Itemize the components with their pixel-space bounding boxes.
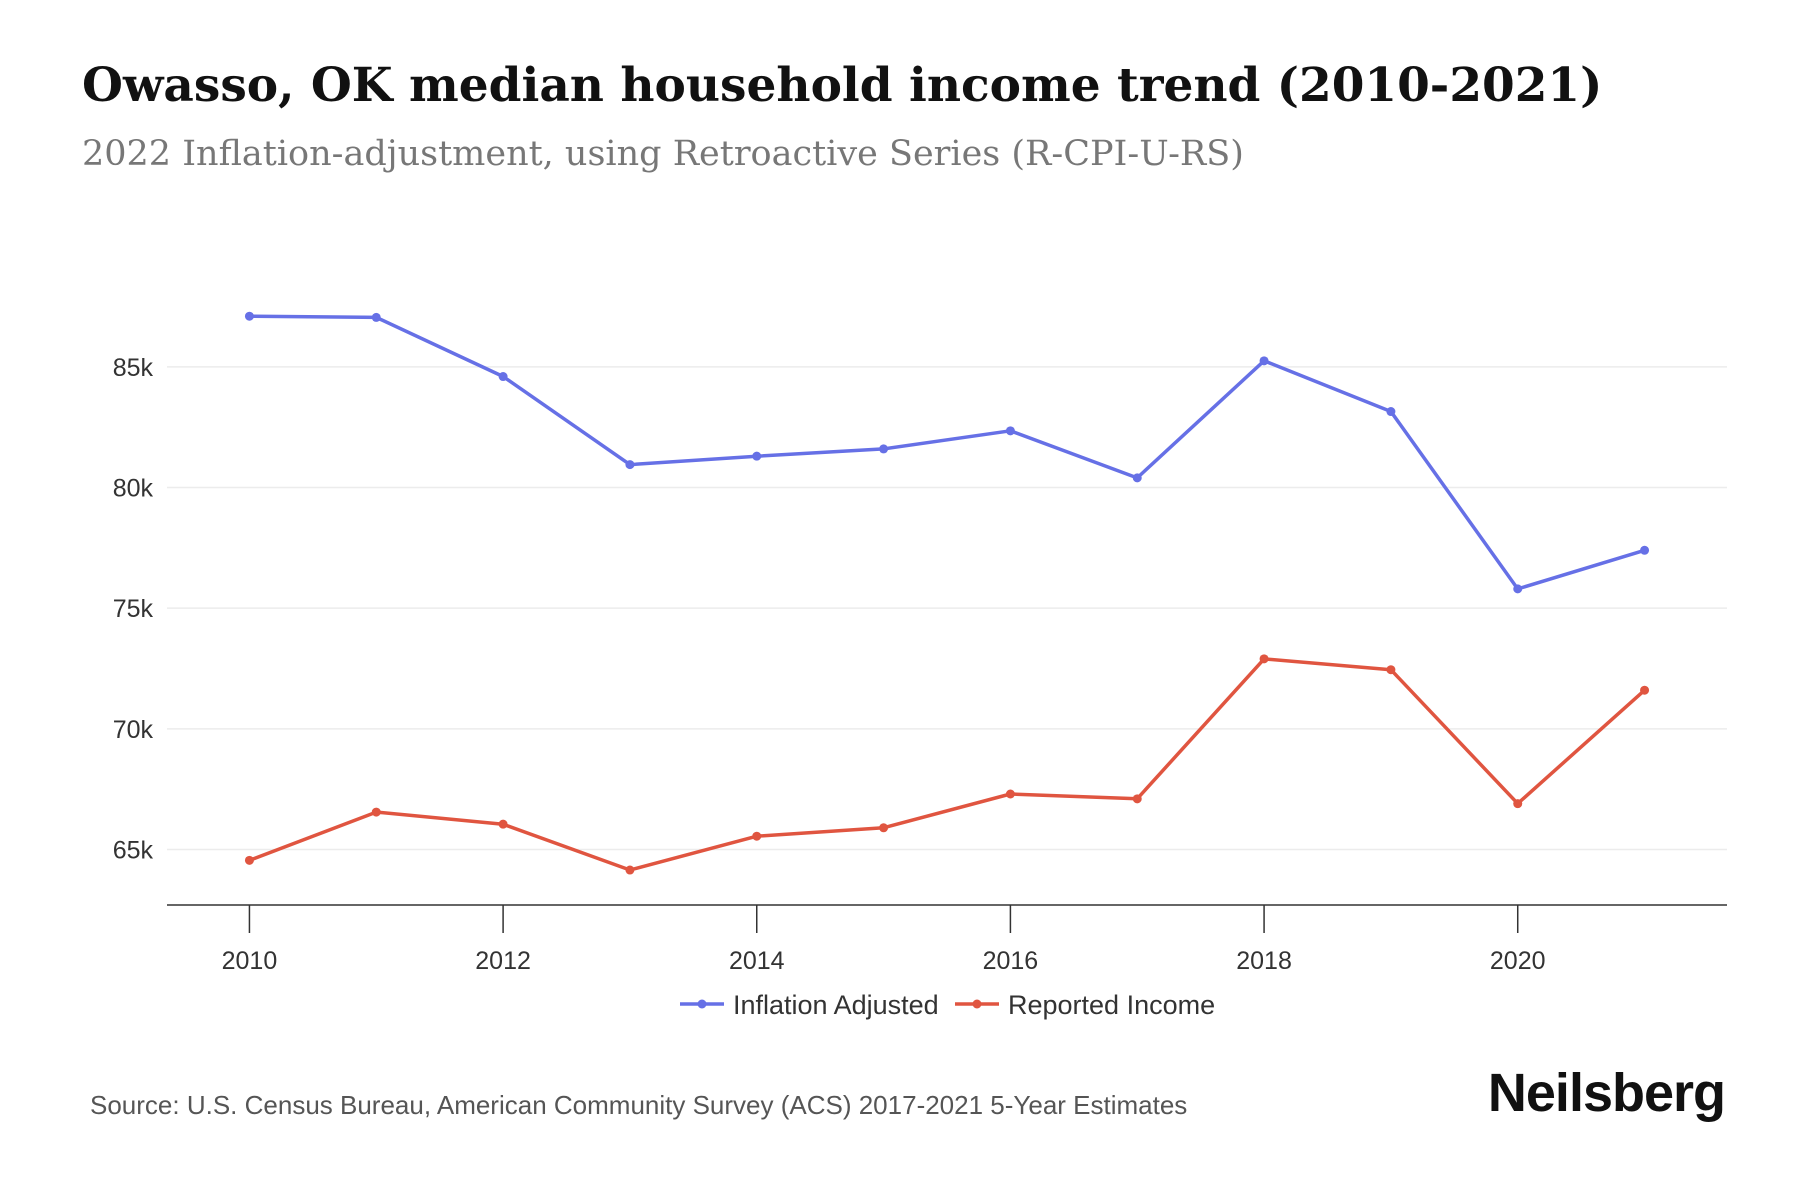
reported-income-point [1005,789,1015,799]
reported-income-point [498,819,508,829]
inflation-adjusted-point [625,460,635,470]
chart-subtitle: 2022 Inflation-adjustment, using Retroac… [82,134,1244,174]
reported-income-point [625,865,635,875]
inflation-adjusted-point [879,444,889,454]
legend-marker-reported-income [972,999,982,1009]
y-tick-label: 80k [113,475,154,503]
y-tick-label: 70k [113,716,154,744]
reported-income-point [1386,665,1396,675]
brand-logo: Neilsberg [1487,1063,1726,1123]
reported-income-point [244,855,254,865]
inflation-adjusted-point [752,451,762,461]
x-tick-label: 2016 [983,947,1039,975]
reported-income-point [879,823,889,833]
reported-income-point [1513,799,1523,809]
x-tick-label: 2012 [475,947,531,975]
inflation-adjusted-point [244,311,254,321]
y-tick-label: 75k [113,595,154,623]
reported-income-point [1640,685,1650,695]
x-tick-label: 2018 [1236,947,1292,975]
reported-income-point [1132,794,1142,804]
inflation-adjusted-point [1259,356,1269,366]
inflation-adjusted-point [371,312,381,322]
y-tick-label: 65k [113,836,154,864]
inflation-adjusted-point [1386,407,1396,417]
inflation-adjusted-point [498,372,508,382]
source-note: Source: U.S. Census Bureau, American Com… [90,1090,1188,1120]
y-tick-label: 85k [113,354,154,382]
reported-income-point [371,807,381,817]
x-tick-label: 2014 [729,947,785,975]
legend-marker-inflation-adjusted [697,999,707,1009]
reported-income-line [248,657,1646,872]
chart-title: Owasso, OK median household income trend… [82,58,1603,113]
reported-income-point [752,831,762,841]
legend-label-inflation-adjusted: Inflation Adjusted [733,990,939,1020]
inflation-adjusted-line [249,314,1646,591]
x-tick-label: 2020 [1490,947,1546,975]
inflation-adjusted-point [1640,545,1650,555]
legend-label-reported-income: Reported Income [1008,990,1215,1020]
x-tick-label: 2010 [222,947,278,975]
inflation-adjusted-point [1132,473,1142,483]
inflation-adjusted-point [1005,426,1015,436]
inflation-adjusted-point [1513,584,1523,594]
reported-income-point [1259,654,1269,664]
